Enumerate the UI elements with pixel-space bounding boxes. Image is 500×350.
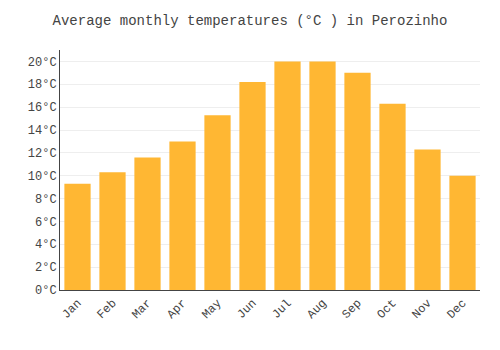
svg-text:Oct: Oct <box>374 297 399 322</box>
svg-text:8°C: 8°C <box>35 193 57 207</box>
svg-text:18°C: 18°C <box>28 78 57 92</box>
svg-text:16°C: 16°C <box>28 101 57 115</box>
svg-text:20°C: 20°C <box>28 56 57 70</box>
svg-text:Nov: Nov <box>409 297 434 322</box>
svg-text:Jul: Jul <box>269 297 294 322</box>
svg-text:0°C: 0°C <box>35 284 57 298</box>
svg-text:Sep: Sep <box>339 297 364 322</box>
svg-text:Aug: Aug <box>304 297 329 322</box>
svg-text:12°C: 12°C <box>28 147 57 161</box>
svg-text:Feb: Feb <box>94 297 119 322</box>
svg-text:Jun: Jun <box>234 297 259 322</box>
svg-text:Mar: Mar <box>129 297 154 322</box>
svg-text:May: May <box>199 297 224 322</box>
svg-text:Average monthly temperatures (: Average monthly temperatures (°C ) in Pe… <box>53 13 448 29</box>
svg-text:4°C: 4°C <box>35 238 57 252</box>
svg-text:14°C: 14°C <box>28 124 57 138</box>
svg-text:Apr: Apr <box>164 297 189 322</box>
svg-text:Dec: Dec <box>444 297 469 322</box>
svg-text:2°C: 2°C <box>35 261 57 275</box>
svg-text:6°C: 6°C <box>35 216 57 230</box>
svg-text:10°C: 10°C <box>28 170 57 184</box>
svg-text:Jan: Jan <box>59 297 84 322</box>
